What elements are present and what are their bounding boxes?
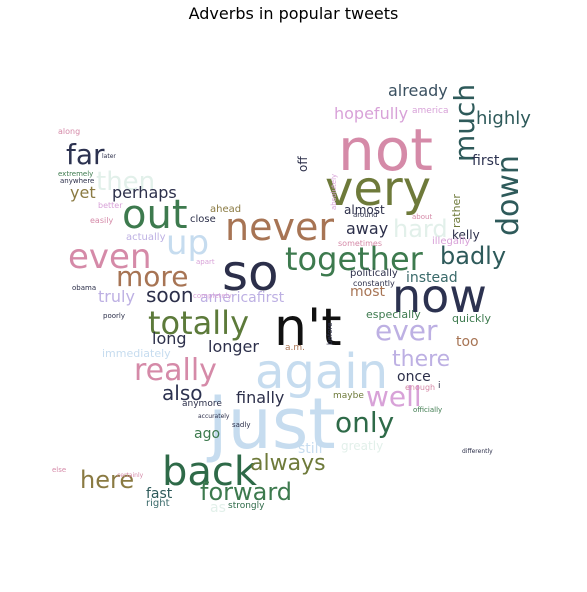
word-ever: ever bbox=[375, 314, 438, 347]
word-apart: apart bbox=[196, 258, 215, 266]
word-absolutely: absolutely bbox=[330, 174, 338, 210]
word-immediately: immediately bbox=[102, 347, 171, 360]
word-politically: politically bbox=[350, 268, 398, 279]
word-completely: completely bbox=[193, 292, 232, 300]
word-i: i bbox=[438, 381, 441, 391]
word-down: down bbox=[491, 155, 526, 236]
word-hopefully: hopefully bbox=[334, 104, 408, 123]
word-again: again bbox=[255, 344, 388, 400]
word-easily: easily bbox=[90, 216, 113, 225]
word-as: as bbox=[210, 500, 226, 516]
word-now: now bbox=[392, 269, 487, 323]
word-just: just bbox=[206, 383, 336, 465]
word-very: very bbox=[325, 161, 431, 217]
word-most: most bbox=[350, 284, 385, 300]
word-first: first bbox=[472, 153, 500, 169]
word-america: america bbox=[412, 106, 448, 116]
word-before: before bbox=[326, 322, 334, 345]
word-totally: totally bbox=[148, 304, 249, 342]
word-ago: ago bbox=[194, 426, 220, 442]
word-rather: rather bbox=[450, 194, 463, 228]
word-then: then bbox=[96, 167, 155, 197]
word-right: right bbox=[146, 498, 170, 509]
word-so: so bbox=[222, 244, 279, 302]
word-anymore: anymore bbox=[182, 399, 222, 409]
word-especially: especially bbox=[366, 308, 421, 321]
word-kelly: kelly bbox=[452, 228, 480, 242]
word-once: once bbox=[397, 369, 431, 385]
word-a-m: a.m. bbox=[285, 343, 305, 353]
word-truly: truly bbox=[98, 287, 135, 306]
word-better: better bbox=[98, 201, 123, 210]
word-long: long bbox=[152, 329, 187, 348]
word-forward: forward bbox=[200, 478, 292, 506]
word-later: later bbox=[102, 153, 116, 160]
word-only: only bbox=[335, 406, 394, 439]
word-not: not bbox=[338, 116, 433, 184]
word-longer: longer bbox=[208, 337, 259, 356]
word-here: here bbox=[80, 466, 134, 494]
word-out: out bbox=[122, 192, 188, 238]
word-always: always bbox=[250, 451, 326, 476]
word-soon: soon bbox=[146, 283, 194, 307]
word-greatly: greatly bbox=[341, 439, 383, 453]
word-anywhere: anywhere bbox=[60, 177, 94, 185]
word-too: too bbox=[456, 334, 479, 350]
word-americafirst: americafirst bbox=[200, 290, 285, 306]
word-maybe: maybe bbox=[333, 391, 364, 401]
word-enough: enough bbox=[405, 383, 435, 392]
word-obama: obama bbox=[72, 284, 96, 292]
word-actually: actually bbox=[126, 232, 166, 243]
word-constantly: constantly bbox=[353, 279, 395, 288]
word-accurately: accurately bbox=[198, 413, 230, 420]
word-along: along bbox=[58, 127, 80, 136]
word-sadly: sadly bbox=[232, 421, 250, 429]
word-almost: almost bbox=[344, 203, 385, 217]
word-else: else bbox=[52, 466, 66, 474]
word-off: off bbox=[296, 156, 310, 172]
word-ahead: ahead bbox=[210, 204, 241, 215]
word-more: more bbox=[116, 260, 189, 293]
word-still: still bbox=[298, 441, 322, 457]
word-strongly: strongly bbox=[228, 501, 265, 511]
word-fast: fast bbox=[146, 486, 173, 502]
word-close: close bbox=[190, 214, 216, 225]
word-never: never bbox=[225, 205, 334, 249]
word-n-t: n't bbox=[274, 298, 342, 358]
word-about: about bbox=[412, 213, 432, 221]
word-quickly: quickly bbox=[452, 312, 491, 325]
word-extremely: extremely bbox=[58, 170, 93, 178]
word-poorly: poorly bbox=[103, 312, 125, 320]
word-also: also bbox=[162, 381, 202, 405]
word-hard: hard bbox=[393, 215, 448, 243]
word-far: far bbox=[66, 138, 105, 171]
word-yet: yet bbox=[70, 183, 96, 202]
word-differently: differently bbox=[462, 448, 493, 455]
word-officially: officially bbox=[413, 406, 442, 414]
word-already: already bbox=[388, 81, 448, 100]
word-illegally: illegally bbox=[432, 236, 471, 247]
word-really: really bbox=[134, 353, 217, 388]
word-badly: badly bbox=[440, 242, 506, 270]
word-even: even bbox=[68, 237, 152, 277]
chart-title: Adverbs in popular tweets bbox=[188, 4, 399, 23]
word-instead: instead bbox=[406, 270, 458, 286]
word-highly: highly bbox=[476, 108, 531, 129]
word-up: up bbox=[166, 223, 209, 263]
word-finally: finally bbox=[236, 388, 284, 407]
word-perhaps: perhaps bbox=[112, 183, 177, 202]
word-back: back bbox=[162, 449, 258, 495]
word-much: much bbox=[448, 84, 481, 162]
word-there: there bbox=[392, 347, 450, 372]
word-certainly: certainly bbox=[117, 472, 144, 479]
word-together: together bbox=[285, 240, 424, 278]
word-sometimes: sometimes bbox=[338, 239, 382, 248]
word-around: around bbox=[353, 211, 378, 219]
word-well: well bbox=[366, 380, 422, 413]
word-away: away bbox=[346, 219, 388, 238]
